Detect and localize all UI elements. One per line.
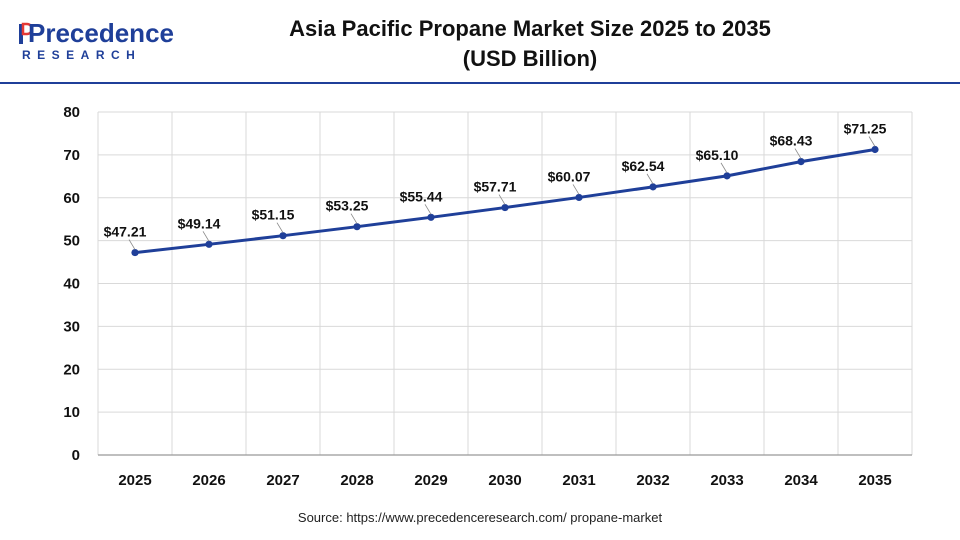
y-tick-label: 70	[63, 147, 80, 164]
data-point	[427, 213, 435, 221]
chart-title-line2: (USD Billion)	[462, 46, 598, 71]
y-tick-label: 0	[72, 447, 80, 464]
header: Precedence RESEARCH Asia Pacific Propane…	[0, 0, 960, 84]
label-leader-line	[794, 148, 802, 159]
data-point	[501, 203, 509, 212]
x-tick-label: 2025	[118, 472, 151, 489]
label-leader-line	[276, 222, 284, 233]
data-label: $65.10	[696, 147, 739, 163]
logo-mark-icon	[19, 22, 32, 44]
x-tick-label: 2033	[710, 472, 743, 489]
label-leader-line	[424, 204, 432, 215]
y-tick-label: 40	[63, 276, 80, 293]
data-label: $53.25	[326, 198, 369, 214]
x-tick-label: 2032	[636, 472, 669, 489]
label-leader-line	[350, 213, 358, 224]
data-point	[871, 145, 879, 154]
label-leader-line	[128, 239, 136, 250]
data-label: $57.71	[474, 179, 517, 195]
label-leader-line	[202, 231, 210, 242]
x-tick-label: 2034	[784, 472, 818, 489]
chart-title: Asia Pacific Propane Market Size 2025 to…	[250, 14, 810, 74]
data-point	[353, 223, 361, 231]
data-point	[797, 158, 805, 166]
y-tick-label: 10	[63, 404, 80, 421]
y-tick-label: 80	[63, 104, 80, 121]
data-label: $62.54	[622, 158, 665, 174]
precedence-research-logo: Precedence RESEARCH	[18, 18, 174, 68]
data-label: $71.25	[844, 121, 887, 137]
x-tick-label: 2031	[562, 472, 595, 489]
data-label: $68.43	[770, 133, 813, 149]
y-tick-label: 60	[63, 190, 80, 207]
label-leader-line	[572, 184, 580, 195]
y-tick-label: 20	[63, 361, 80, 378]
data-label: $55.44	[400, 188, 443, 204]
x-tick-label: 2028	[340, 472, 373, 489]
data-label: $60.07	[548, 168, 591, 184]
label-leader-line	[498, 194, 506, 205]
x-tick-label: 2035	[858, 472, 891, 489]
label-leader-line	[646, 173, 654, 185]
source-note: Source: https://www.precedenceresearch.c…	[297, 510, 663, 525]
y-tick-label: 30	[63, 318, 80, 335]
x-tick-label: 2030	[488, 472, 521, 489]
x-tick-label: 2029	[414, 472, 447, 489]
data-point	[131, 248, 139, 257]
logo-subtitle: RESEARCH	[22, 48, 142, 62]
data-point	[205, 240, 213, 248]
data-point	[279, 232, 287, 240]
data-label: $51.15	[252, 207, 295, 223]
y-tick-label: 50	[63, 233, 80, 250]
logo-wordmark: Precedence	[28, 18, 174, 48]
data-point	[575, 193, 583, 202]
label-leader-line	[868, 136, 876, 147]
x-tick-label: 2027	[266, 472, 299, 489]
label-leader-line	[720, 162, 728, 174]
label-layer: $47.21 $49.14 $51.15 $53.25 $55.44 $57.71 $60.…	[104, 121, 887, 250]
data-point	[723, 172, 731, 180]
x-tick-label: 2026	[192, 472, 225, 489]
chart-title-line1: Asia Pacific Propane Market Size 2025 to…	[289, 16, 771, 41]
data-label: $49.14	[178, 215, 221, 231]
data-point	[649, 183, 657, 191]
data-label: $47.21	[104, 224, 147, 240]
point-layer	[131, 145, 879, 257]
